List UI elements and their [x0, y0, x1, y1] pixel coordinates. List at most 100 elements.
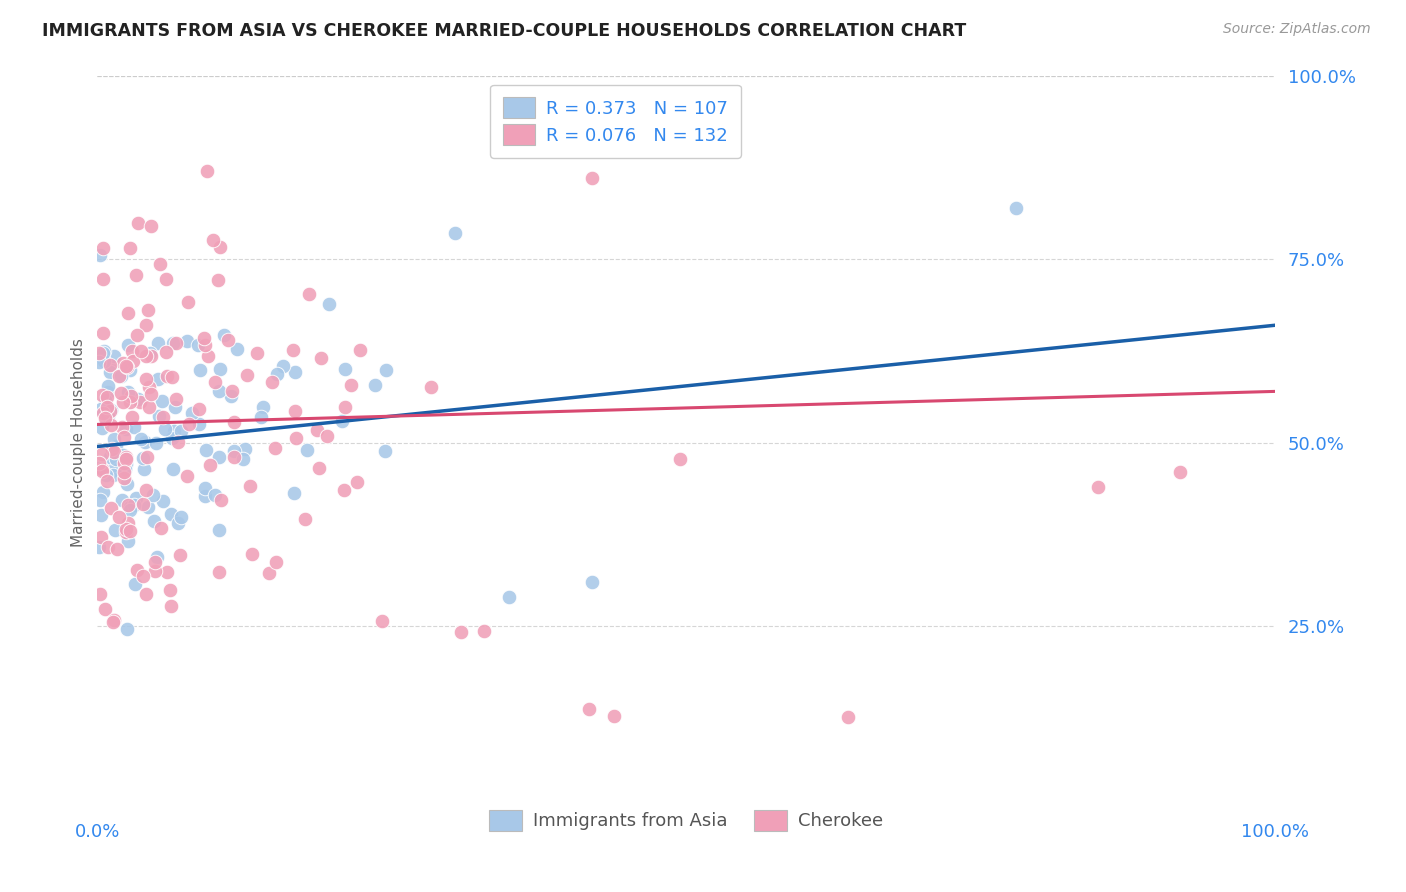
Point [335, 400, 357, 414]
Point [121, 409, 143, 424]
Point [93, 326, 115, 340]
Point [309, 351, 332, 366]
Point [222, 450, 245, 465]
Point [87, 456, 110, 470]
Point [419, 379, 441, 393]
Point [138, 380, 160, 394]
Point [170, 509, 193, 524]
Point [112, 456, 135, 470]
Point [90, 388, 112, 402]
Point [96, 390, 118, 404]
Point [105, 541, 128, 556]
Point [104, 439, 127, 453]
Point [131, 497, 153, 511]
Point [194, 481, 217, 495]
Point [163, 425, 186, 439]
Point [94, 393, 117, 408]
Point [111, 492, 134, 507]
Point [239, 479, 262, 493]
Point [97, 384, 120, 399]
Point [160, 599, 183, 613]
Point [166, 516, 188, 530]
Point [87, 540, 110, 554]
Point [578, 702, 600, 716]
Text: IMMIGRANTS FROM ASIA VS CHEROKEE MARRIED-COUPLE HOUSEHOLDS CORRELATION CHART: IMMIGRANTS FROM ASIA VS CHEROKEE MARRIED… [42, 22, 966, 40]
Point [91, 241, 114, 255]
Point [103, 458, 125, 472]
Point [96, 400, 118, 414]
Point [266, 368, 288, 382]
Point [112, 356, 135, 370]
Point [143, 564, 166, 578]
Point [208, 384, 231, 398]
Point [177, 417, 200, 432]
Point [117, 498, 139, 512]
Point [96, 474, 118, 488]
Point [87, 461, 110, 475]
Point [91, 346, 114, 360]
Point [132, 569, 155, 583]
Point [91, 484, 114, 499]
Point [1087, 480, 1109, 494]
Point [208, 565, 231, 579]
Point [89, 248, 111, 262]
Point [100, 501, 122, 516]
Point [125, 491, 148, 505]
Point [160, 507, 183, 521]
Point [197, 349, 219, 363]
Point [259, 566, 281, 580]
Point [1004, 201, 1026, 215]
Point [110, 386, 132, 401]
Point [112, 448, 135, 462]
Point [118, 395, 141, 409]
Point [150, 394, 173, 409]
Point [142, 487, 165, 501]
Point [124, 576, 146, 591]
Point [188, 401, 211, 416]
Point [498, 590, 520, 604]
Point [450, 624, 472, 639]
Point [96, 401, 118, 415]
Point [136, 450, 159, 464]
Point [250, 410, 273, 425]
Point [222, 443, 245, 458]
Point [117, 476, 139, 491]
Point [204, 375, 226, 389]
Point [176, 469, 198, 483]
Point [122, 420, 145, 434]
Point [308, 461, 330, 475]
Point [212, 328, 235, 343]
Point [91, 272, 114, 286]
Point [264, 555, 287, 569]
Point [117, 622, 139, 636]
Point [195, 164, 218, 178]
Point [281, 343, 304, 357]
Point [170, 425, 193, 439]
Point [118, 500, 141, 514]
Point [252, 401, 274, 415]
Point [443, 226, 465, 240]
Point [135, 372, 157, 386]
Point [148, 372, 170, 386]
Point [139, 387, 162, 401]
Point [139, 345, 162, 359]
Point [285, 431, 308, 445]
Point [90, 462, 112, 476]
Point [162, 335, 184, 350]
Point [101, 468, 124, 483]
Point [146, 550, 169, 565]
Point [146, 336, 169, 351]
Point [162, 461, 184, 475]
Legend: Immigrants from Asia, Cherokee: Immigrants from Asia, Cherokee [478, 799, 894, 841]
Point [117, 534, 139, 549]
Point [188, 363, 211, 377]
Point [165, 392, 187, 406]
Point [136, 303, 159, 318]
Point [125, 327, 148, 342]
Point [209, 240, 232, 254]
Point [97, 540, 120, 554]
Point [122, 498, 145, 512]
Point [111, 395, 134, 409]
Point [187, 338, 209, 352]
Point [152, 494, 174, 508]
